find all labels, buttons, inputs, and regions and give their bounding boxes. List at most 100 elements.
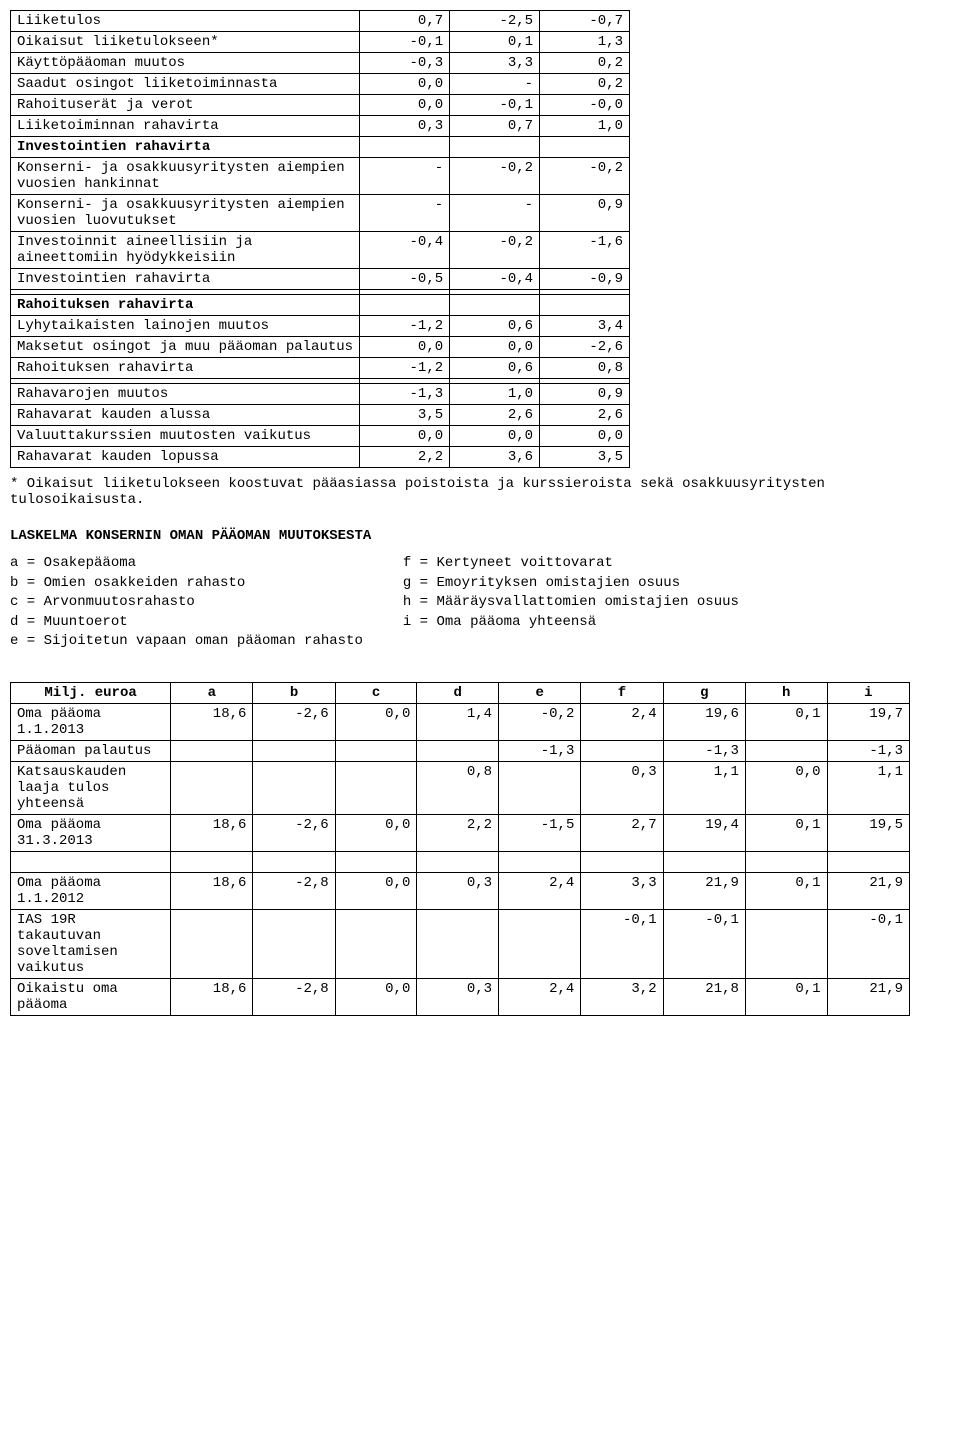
cell-value: 0,0	[335, 703, 417, 740]
column-header: d	[417, 682, 499, 703]
cell-value: -1,3	[663, 740, 745, 761]
cell-value: -0,3	[360, 53, 450, 74]
cell-value: 0,7	[360, 11, 450, 32]
cell-value: 0,3	[581, 761, 663, 814]
equity-table: Milj. euroaabcdefghi Oma pääoma 1.1.2013…	[10, 682, 910, 1016]
cell-value: 2,6	[540, 405, 630, 426]
cell-value: 0,0	[450, 337, 540, 358]
cell-value	[417, 740, 499, 761]
cell-value: -0,4	[450, 269, 540, 290]
row-label: Maksetut osingot ja muu pääoman palautus	[11, 337, 360, 358]
row-label: Oikaistu oma pääoma	[11, 978, 171, 1015]
row-label: Pääoman palautus	[11, 740, 171, 761]
cell-value: 3,5	[540, 447, 630, 468]
cell-value: 21,8	[663, 978, 745, 1015]
row-label: Liiketulos	[11, 11, 360, 32]
cell-value	[417, 909, 499, 978]
cell-value: -1,2	[360, 358, 450, 379]
spacer-cell	[253, 851, 335, 872]
row-label: Rahoituserät ja verot	[11, 95, 360, 116]
column-header: Milj. euroa	[11, 682, 171, 703]
cell-value: 3,5	[360, 405, 450, 426]
cell-value: 0,0	[335, 814, 417, 851]
cell-value: 21,9	[663, 872, 745, 909]
row-label: Investointien rahavirta	[11, 137, 360, 158]
row-label: Saadut osingot liiketoiminnasta	[11, 74, 360, 95]
cell-value	[360, 295, 450, 316]
column-header: g	[663, 682, 745, 703]
cashflow-table: Liiketulos0,7-2,5-0,7Oikaisut liiketulok…	[10, 10, 630, 468]
legend: a = Osakepääomab = Omien osakkeiden raha…	[10, 554, 950, 652]
cell-value: 2,4	[499, 978, 581, 1015]
cell-value	[171, 909, 253, 978]
cell-value: 0,6	[450, 316, 540, 337]
cell-value	[581, 740, 663, 761]
cell-value: 19,6	[663, 703, 745, 740]
cell-value: 0,9	[540, 195, 630, 232]
cell-value: 1,3	[540, 32, 630, 53]
cell-value	[360, 137, 450, 158]
cell-value: 0,0	[335, 978, 417, 1015]
cell-value: 0,1	[745, 703, 827, 740]
cell-value: -0,0	[540, 95, 630, 116]
cell-value: 3,4	[540, 316, 630, 337]
cell-value: -2,6	[253, 814, 335, 851]
cell-value: -0,7	[540, 11, 630, 32]
row-label: Valuuttakurssien muutosten vaikutus	[11, 426, 360, 447]
cell-value: -0,4	[360, 232, 450, 269]
cell-value: 0,8	[540, 358, 630, 379]
spacer-cell	[499, 851, 581, 872]
row-label: Rahoituksen rahavirta	[11, 295, 360, 316]
cell-value	[335, 761, 417, 814]
cell-value	[335, 740, 417, 761]
cell-value	[499, 909, 581, 978]
cell-value: -1,2	[360, 316, 450, 337]
spacer-cell	[417, 851, 499, 872]
legend-item: f = Kertyneet voittovarat	[403, 554, 739, 574]
cell-value: 3,3	[450, 53, 540, 74]
row-label: IAS 19R takautuvan soveltamisen vaikutus	[11, 909, 171, 978]
spacer-cell	[581, 851, 663, 872]
row-label: Liiketoiminnan rahavirta	[11, 116, 360, 137]
cell-value	[335, 909, 417, 978]
cell-value: -0,1	[450, 95, 540, 116]
cell-value: 0,1	[745, 978, 827, 1015]
cell-value: -0,2	[499, 703, 581, 740]
cell-value: -0,1	[581, 909, 663, 978]
cell-value: 0,1	[450, 32, 540, 53]
cell-value: 0,0	[450, 426, 540, 447]
cell-value: -1,3	[360, 384, 450, 405]
row-label: Käyttöpääoman muutos	[11, 53, 360, 74]
cell-value	[450, 137, 540, 158]
cell-value: 0,2	[540, 53, 630, 74]
cell-value	[253, 740, 335, 761]
cell-value: -0,1	[663, 909, 745, 978]
cell-value: -0,2	[450, 158, 540, 195]
footnote: * Oikaisut liiketulokseen koostuvat pääa…	[10, 476, 950, 508]
row-label: Rahavarat kauden lopussa	[11, 447, 360, 468]
cell-value: 0,3	[360, 116, 450, 137]
cell-value: 2,2	[360, 447, 450, 468]
cell-value: 2,7	[581, 814, 663, 851]
cell-value: 1,0	[450, 384, 540, 405]
cell-value: -2,8	[253, 872, 335, 909]
cell-value: 2,4	[581, 703, 663, 740]
row-label: Investoinnit aineellisiin ja aineettomii…	[11, 232, 360, 269]
cell-value	[171, 740, 253, 761]
row-label: Konserni- ja osakkuusyritysten aiempien …	[11, 158, 360, 195]
cell-value: 19,7	[827, 703, 909, 740]
column-header: b	[253, 682, 335, 703]
spacer-cell	[11, 851, 171, 872]
cell-value: 21,9	[827, 978, 909, 1015]
cell-value: -0,5	[360, 269, 450, 290]
column-header: c	[335, 682, 417, 703]
cell-value: 0,0	[745, 761, 827, 814]
cell-value: -1,6	[540, 232, 630, 269]
cell-value: -0,2	[450, 232, 540, 269]
legend-item: a = Osakepääoma	[10, 554, 363, 574]
cell-value: 18,6	[171, 814, 253, 851]
cell-value: -	[450, 74, 540, 95]
cell-value	[171, 761, 253, 814]
cell-value: 2,2	[417, 814, 499, 851]
legend-item: h = Määräysvallattomien omistajien osuus	[403, 593, 739, 613]
